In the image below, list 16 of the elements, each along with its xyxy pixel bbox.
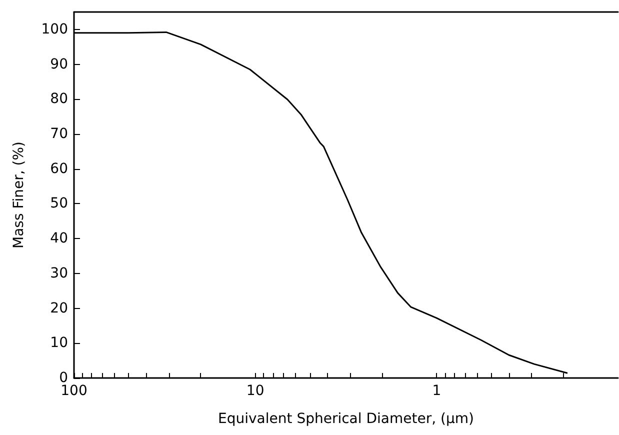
- x-tick-label: 100: [60, 383, 88, 399]
- y-axis-title: Mass Finer, (%): [11, 142, 27, 248]
- y-tick-label: 90: [50, 56, 68, 72]
- y-tick-label: 40: [50, 230, 68, 247]
- x-axis-title: Equivalent Spherical Diameter, (μm): [218, 411, 474, 427]
- y-tick-label: 50: [50, 196, 68, 212]
- x-tick-label: 1: [432, 383, 442, 399]
- y-tick-label: 30: [50, 265, 68, 282]
- x-tick-label: 10: [246, 383, 264, 399]
- y-tick-label: 80: [50, 91, 68, 108]
- y-tick-label: 70: [50, 126, 68, 142]
- y-tick-label: 60: [50, 160, 68, 177]
- y-tick-label: 20: [50, 300, 68, 316]
- y-tick-label: 0: [59, 370, 68, 386]
- y-tick-label: 10: [50, 335, 68, 352]
- y-tick-label: 100: [41, 21, 68, 38]
